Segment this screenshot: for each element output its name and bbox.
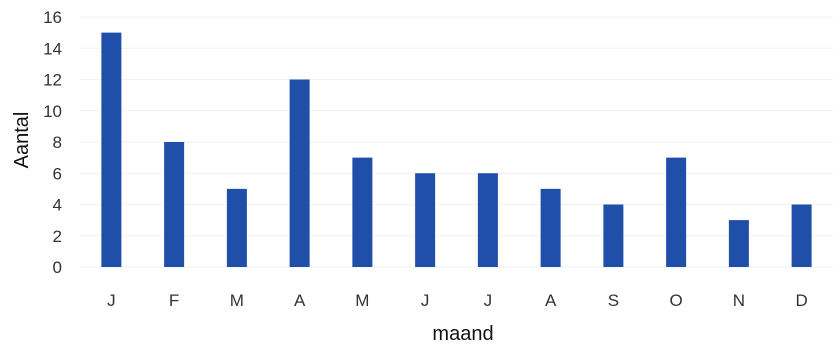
x-tick-label: M xyxy=(355,291,369,310)
y-tick-label: 2 xyxy=(53,227,62,246)
bar xyxy=(164,142,185,267)
bar xyxy=(477,173,498,267)
x-tick-label: O xyxy=(670,291,683,310)
x-tick-label: J xyxy=(107,291,116,310)
y-tick-label: 6 xyxy=(53,164,62,183)
bar xyxy=(226,188,247,267)
x-tick-label: S xyxy=(608,291,619,310)
bar xyxy=(540,188,561,267)
bar-layer xyxy=(101,32,812,267)
y-tick-label: 14 xyxy=(43,39,62,58)
x-tick-label: J xyxy=(421,291,430,310)
grid-layer xyxy=(80,16,833,268)
bar xyxy=(352,157,373,267)
y-tick-label: 0 xyxy=(53,258,62,277)
x-tick-label: M xyxy=(230,291,244,310)
y-axis-title: Aantal xyxy=(11,112,33,169)
y-tick-label: 8 xyxy=(53,133,62,152)
y-axis-ticks: 0 2 4 6 8 10 12 14 16 xyxy=(43,8,62,277)
y-tick-label: 4 xyxy=(53,196,62,215)
bar xyxy=(728,220,749,267)
bar xyxy=(101,32,122,267)
bar xyxy=(415,173,436,267)
y-tick-label: 16 xyxy=(43,8,62,27)
x-tick-label: J xyxy=(484,291,493,310)
x-tick-label: A xyxy=(294,291,306,310)
x-tick-label: D xyxy=(795,291,807,310)
bar xyxy=(666,157,687,267)
bar xyxy=(603,204,624,267)
y-tick-label: 12 xyxy=(43,71,62,90)
x-tick-label: A xyxy=(545,291,557,310)
y-tick-label: 10 xyxy=(43,102,62,121)
bar xyxy=(289,79,310,267)
x-axis-title: maand xyxy=(432,323,493,345)
bar xyxy=(791,204,812,267)
x-tick-label: N xyxy=(733,291,745,310)
x-tick-label: F xyxy=(169,291,179,310)
